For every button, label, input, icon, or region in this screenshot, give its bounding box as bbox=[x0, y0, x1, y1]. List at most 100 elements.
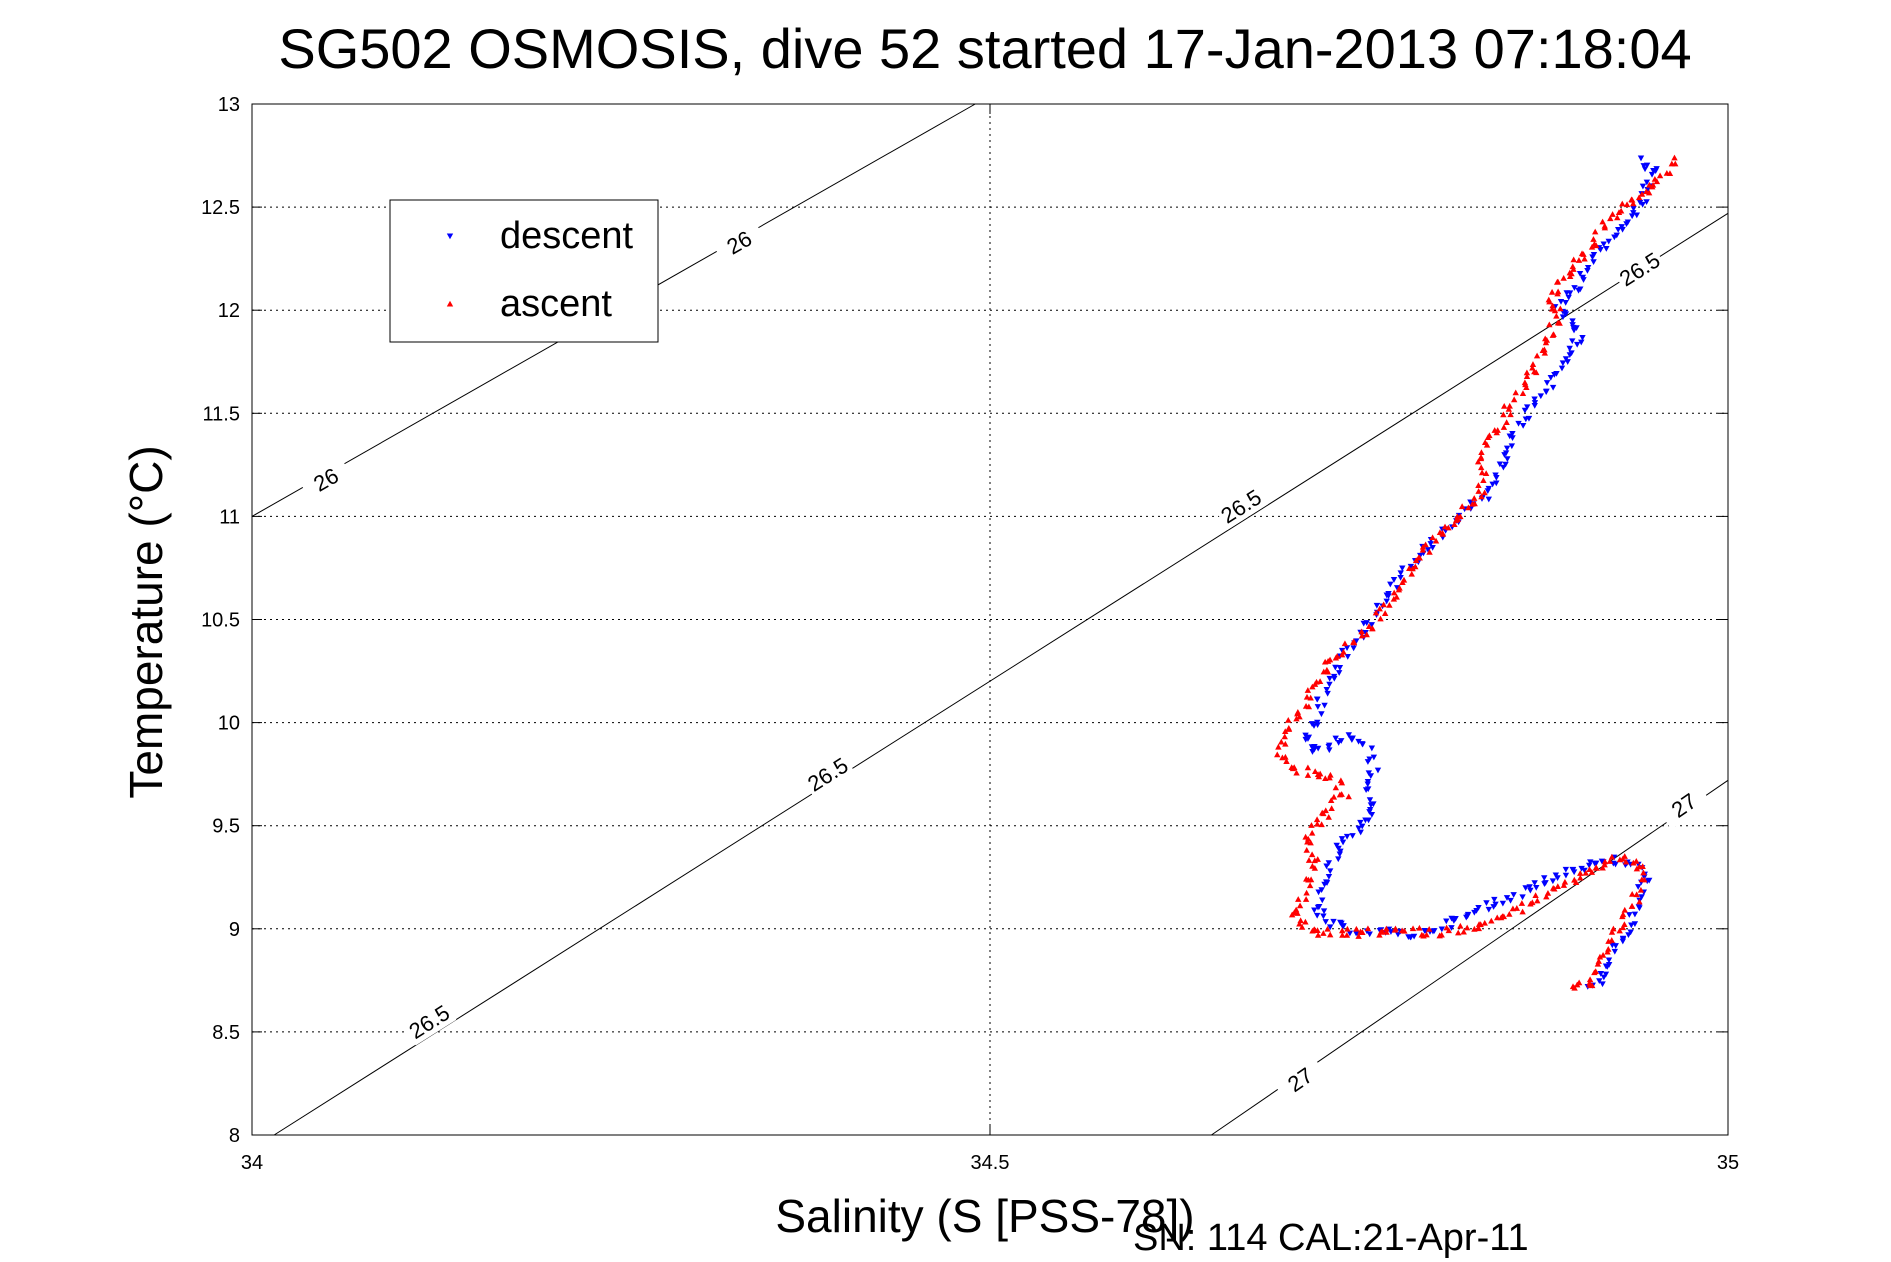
data-point bbox=[1575, 287, 1582, 294]
data-point bbox=[1584, 265, 1592, 271]
data-point bbox=[1506, 433, 1513, 440]
data-point bbox=[1478, 493, 1485, 500]
contour-label-bg bbox=[711, 218, 767, 266]
data-point bbox=[1641, 166, 1649, 173]
data-point bbox=[1285, 726, 1293, 732]
data-point bbox=[1320, 913, 1327, 920]
data-point bbox=[1616, 927, 1623, 934]
data-point bbox=[1605, 938, 1612, 944]
data-point bbox=[1637, 886, 1645, 893]
data-point bbox=[1533, 352, 1541, 359]
data-point bbox=[1321, 658, 1329, 665]
data-point bbox=[1529, 364, 1536, 371]
data-point bbox=[1638, 876, 1646, 883]
contour-label-bg bbox=[1213, 482, 1269, 530]
data-point bbox=[1365, 623, 1373, 629]
data-point bbox=[1376, 931, 1383, 938]
data-point bbox=[1365, 770, 1373, 777]
data-point bbox=[1325, 744, 1332, 750]
data-point bbox=[1481, 919, 1488, 926]
data-point bbox=[1321, 881, 1328, 888]
data-point bbox=[1636, 898, 1643, 905]
data-point bbox=[1561, 878, 1569, 885]
data-point bbox=[1275, 743, 1282, 750]
data-point bbox=[1633, 212, 1640, 219]
data-point bbox=[1372, 609, 1380, 616]
data-point bbox=[1358, 628, 1365, 635]
data-point bbox=[1326, 675, 1333, 682]
data-point bbox=[1643, 179, 1651, 186]
data-point bbox=[1591, 969, 1598, 976]
data-point bbox=[1326, 681, 1333, 688]
data-point bbox=[1383, 925, 1390, 932]
data-point bbox=[1601, 858, 1609, 865]
data-point bbox=[1386, 602, 1393, 608]
data-point bbox=[1419, 543, 1427, 550]
data-point bbox=[1307, 839, 1314, 846]
data-point bbox=[1634, 884, 1642, 890]
data-point bbox=[1443, 924, 1450, 931]
data-point bbox=[1460, 928, 1467, 935]
data-point bbox=[1293, 769, 1300, 776]
data-point bbox=[1543, 336, 1551, 343]
data-point bbox=[1452, 916, 1459, 922]
data-point bbox=[1451, 521, 1458, 527]
data-point bbox=[1318, 711, 1325, 718]
data-point bbox=[1408, 570, 1415, 577]
data-point bbox=[1429, 544, 1436, 551]
y-tick-label: 10 bbox=[218, 713, 240, 735]
data-point bbox=[1311, 907, 1318, 914]
data-point bbox=[1554, 319, 1562, 326]
data-point bbox=[1529, 361, 1537, 367]
data-point bbox=[1346, 930, 1354, 937]
data-point bbox=[1314, 904, 1322, 911]
y-tick-label: 9.5 bbox=[212, 816, 240, 838]
data-point bbox=[1345, 732, 1352, 739]
y-tick-label: 9 bbox=[229, 919, 240, 941]
data-point bbox=[1527, 887, 1534, 894]
data-point bbox=[1519, 422, 1527, 429]
data-point bbox=[1541, 875, 1548, 882]
data-point bbox=[1308, 851, 1316, 858]
data-point bbox=[1343, 931, 1351, 938]
data-point bbox=[1282, 740, 1289, 747]
data-point bbox=[1390, 577, 1398, 583]
data-point bbox=[1399, 565, 1406, 572]
data-point bbox=[1611, 234, 1618, 241]
data-point bbox=[1302, 736, 1309, 743]
data-point bbox=[1297, 917, 1304, 924]
data-point bbox=[1429, 534, 1436, 541]
data-point bbox=[1475, 904, 1482, 911]
data-point bbox=[1578, 865, 1585, 872]
data-point bbox=[1330, 918, 1337, 925]
data-point bbox=[1302, 918, 1309, 925]
data-point bbox=[1522, 416, 1530, 423]
data-point bbox=[1557, 298, 1565, 305]
data-point bbox=[1630, 205, 1637, 212]
data-point bbox=[1566, 345, 1573, 352]
data-point bbox=[1557, 305, 1564, 312]
data-point bbox=[1478, 449, 1485, 455]
data-point bbox=[1628, 890, 1636, 897]
data-point bbox=[1335, 670, 1343, 676]
data-point bbox=[1607, 215, 1614, 222]
data-point bbox=[1383, 598, 1390, 605]
data-point bbox=[1554, 278, 1562, 285]
data-point bbox=[1672, 160, 1679, 167]
data-point bbox=[1438, 926, 1446, 933]
data-point bbox=[1303, 889, 1310, 896]
data-point bbox=[1549, 878, 1557, 885]
data-point bbox=[1507, 897, 1514, 904]
y-axis-ticks: 8 8.5 9 9.5 10 10.5 11 11.5 12 12.5 13 bbox=[201, 94, 1728, 1147]
data-point bbox=[1485, 496, 1492, 503]
data-point bbox=[1443, 918, 1450, 925]
data-point bbox=[1432, 537, 1440, 544]
data-point bbox=[1338, 779, 1346, 786]
data-point bbox=[1283, 758, 1290, 764]
data-point bbox=[1289, 765, 1297, 772]
data-point bbox=[1331, 675, 1338, 682]
data-point bbox=[1335, 856, 1342, 863]
data-point bbox=[1519, 390, 1527, 396]
data-point bbox=[1633, 858, 1640, 864]
data-point bbox=[1531, 402, 1538, 409]
